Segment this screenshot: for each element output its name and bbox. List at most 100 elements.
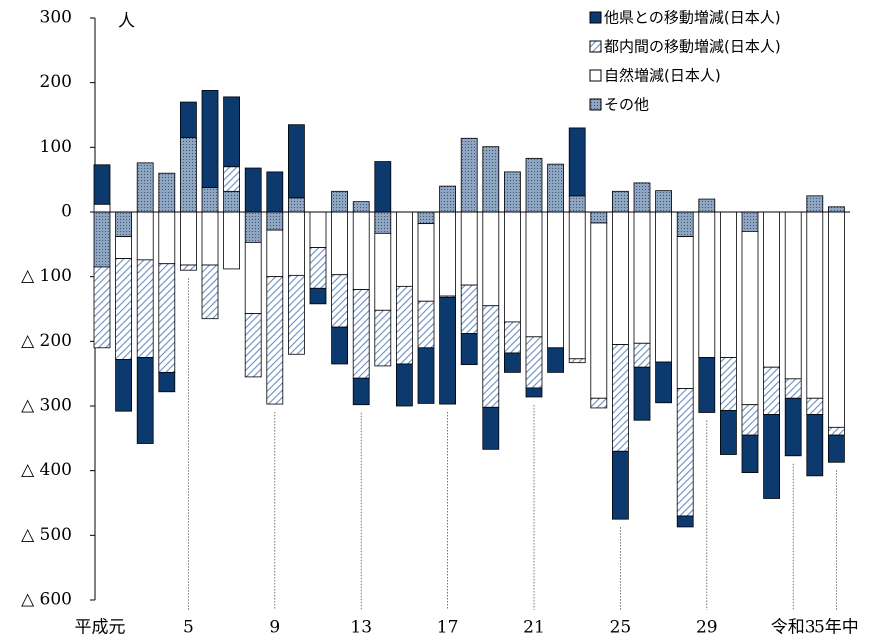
bar-segment xyxy=(460,211,478,286)
bar-segment xyxy=(503,171,521,213)
x-tick-label: 平成元 xyxy=(75,618,126,638)
x-tick-label: 25 xyxy=(610,618,632,638)
bar-segment xyxy=(352,289,370,379)
bar-segment xyxy=(201,187,219,213)
bar-segment xyxy=(525,387,543,398)
bar-segment xyxy=(784,378,802,399)
bar-segment xyxy=(503,211,521,323)
bar-segment xyxy=(201,211,219,266)
bar-segment xyxy=(223,190,241,213)
bar-segment xyxy=(93,266,111,349)
y-tick-label: 200 xyxy=(40,72,72,92)
bar-segment xyxy=(720,410,737,455)
bar-segment xyxy=(676,515,694,528)
bar-segment xyxy=(244,167,262,213)
bar-segment xyxy=(374,309,392,367)
bar-segment xyxy=(201,90,219,188)
bar-segment xyxy=(655,361,672,404)
bar-segment xyxy=(115,258,132,360)
bar-segment xyxy=(331,326,349,365)
bar-segment xyxy=(331,274,349,328)
bar-segment xyxy=(179,137,197,213)
bar-segment xyxy=(806,211,824,399)
bar-segment xyxy=(698,198,716,213)
bar-segment xyxy=(374,232,392,311)
bar-segment xyxy=(568,358,586,364)
bar-segment xyxy=(828,426,845,436)
bar-segment xyxy=(331,211,349,276)
bar-segment xyxy=(482,211,500,307)
bar-segment xyxy=(309,247,327,289)
bar-segment xyxy=(676,211,694,237)
bar-segment xyxy=(395,211,413,287)
bar-segment xyxy=(352,201,370,213)
bar-segment xyxy=(828,206,845,213)
bar-segment xyxy=(115,211,132,237)
bar-segment xyxy=(395,285,413,365)
bar-segment xyxy=(676,236,694,389)
y-tick-label: △ 200 xyxy=(21,331,72,351)
x-tick-label: 29 xyxy=(696,618,718,638)
bar-segment xyxy=(741,404,759,436)
x-tick-label: 13 xyxy=(350,618,372,638)
bar-segment xyxy=(158,172,176,213)
legend-label: 都内間の移動増減(日本人) xyxy=(604,38,781,56)
bar-segment xyxy=(590,397,608,409)
bar-segment xyxy=(136,211,154,261)
bar-segment xyxy=(179,101,197,139)
bar-segment xyxy=(655,190,672,213)
bar-segment xyxy=(633,342,651,368)
bar-segment xyxy=(93,164,111,205)
bar-segment xyxy=(374,161,392,213)
bar-segment xyxy=(158,263,176,373)
bar-segment xyxy=(179,264,197,271)
bar-segment xyxy=(741,434,759,474)
bar-segment xyxy=(244,313,262,378)
bar-segment xyxy=(352,211,370,290)
bar-segment xyxy=(460,284,478,334)
bar-segment xyxy=(244,241,262,314)
bar-segment xyxy=(828,434,845,463)
y-tick-label: 0 xyxy=(61,202,72,222)
y-unit: 人 xyxy=(118,12,135,32)
bar-segment xyxy=(417,223,435,302)
x-tick-label: 9 xyxy=(269,618,280,638)
bar-segment xyxy=(374,211,392,234)
legend-label: 自然増減(日本人) xyxy=(604,67,721,85)
bar-segment xyxy=(568,211,586,360)
bar-segment xyxy=(266,171,284,213)
x-tick-label: 5 xyxy=(183,618,194,638)
bar-segment xyxy=(287,124,305,199)
bar-segment xyxy=(460,333,478,366)
bar-segment xyxy=(93,203,111,213)
bar-segment xyxy=(158,211,176,265)
y-tick-label: △ 400 xyxy=(21,460,72,480)
bar-segment xyxy=(115,236,132,259)
bar-segment xyxy=(179,211,197,266)
bar-segment xyxy=(547,211,564,349)
legend-swatch xyxy=(589,11,602,24)
bar-segment xyxy=(806,414,824,477)
bar-segment xyxy=(417,300,435,349)
bar-segment xyxy=(655,211,672,363)
bar-segment xyxy=(676,388,694,517)
bar-segment xyxy=(223,96,241,168)
bar-segment xyxy=(266,211,284,231)
bar-segment xyxy=(93,211,111,268)
bar-segment xyxy=(720,211,737,358)
bar-segment xyxy=(287,211,305,276)
y-tick-label: △ 300 xyxy=(21,396,72,416)
legend-label: 他県との移動増減(日本人) xyxy=(604,9,781,27)
legend-swatch xyxy=(589,69,602,82)
bar-segment xyxy=(439,211,457,297)
x-tick-label: 17 xyxy=(437,618,459,638)
bar-segment xyxy=(460,137,478,213)
bar-segment xyxy=(612,344,629,452)
bar-segment xyxy=(439,296,457,405)
bar-segment xyxy=(612,450,629,520)
bar-segment xyxy=(309,287,327,305)
bar-segment xyxy=(763,366,780,415)
legend-swatch xyxy=(589,98,602,111)
bar-segment xyxy=(806,397,824,415)
